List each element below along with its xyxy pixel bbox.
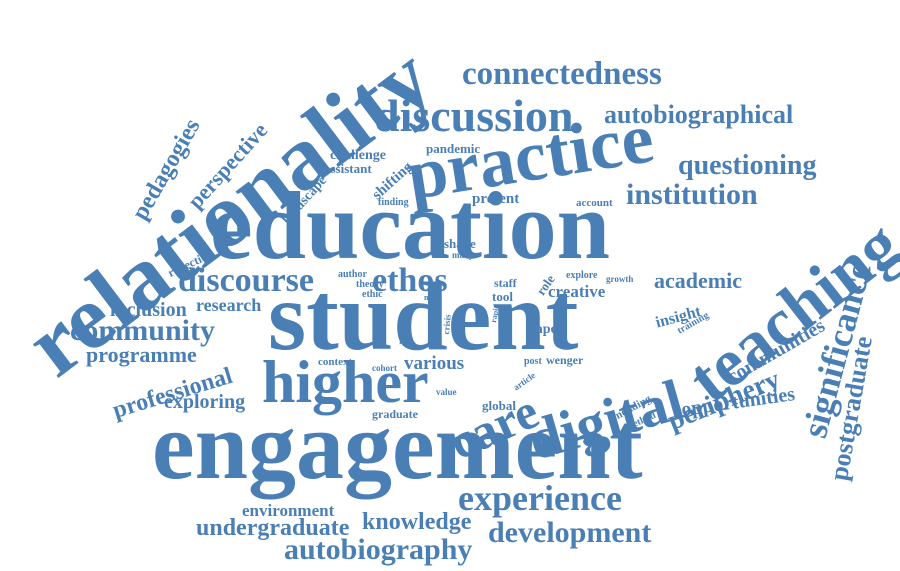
- word-many: many: [452, 250, 474, 260]
- word-academic: academic: [654, 268, 742, 293]
- word-post: post: [524, 356, 542, 367]
- word-development: development: [488, 516, 652, 549]
- word-discussion: discussion: [374, 90, 574, 141]
- word-undergraduate: undergraduate: [196, 515, 350, 541]
- word-account: account: [576, 197, 613, 209]
- word-graduate: graduate: [372, 407, 418, 421]
- word-inclusion: inclusion: [110, 299, 187, 321]
- word-ethos: ethos: [372, 262, 448, 299]
- word-explore: explore: [566, 270, 598, 281]
- word-value: value: [436, 387, 457, 397]
- word-present: present: [472, 191, 520, 207]
- word-exploring: exploring: [164, 391, 246, 413]
- word-global: global: [482, 398, 516, 413]
- word-more: more: [424, 293, 442, 302]
- word-institution: institution: [626, 178, 758, 211]
- word-education: education: [210, 172, 611, 279]
- word-autobiography: autobiography: [284, 533, 473, 566]
- word-various: various: [404, 353, 465, 374]
- word-author: author: [338, 269, 367, 280]
- word-finding: finding: [378, 197, 409, 208]
- word-engagement: engagement: [152, 392, 643, 499]
- word-environment: environment: [242, 501, 335, 520]
- word-assistant: assistant: [324, 161, 372, 176]
- word-community: community: [70, 314, 215, 347]
- word-crisis: crisis: [441, 313, 453, 335]
- word-experience: experience: [458, 478, 622, 518]
- word-programme: programme: [86, 342, 197, 367]
- word-higher: higher: [262, 349, 429, 415]
- word-autobiographical: autobiographical: [604, 100, 794, 129]
- word-connectedness: connectedness: [462, 56, 662, 92]
- word-staff: staff: [494, 276, 517, 290]
- word-growth: growth: [606, 274, 634, 284]
- word-pandemic: pandemic: [426, 141, 481, 156]
- word-ethic: ethic: [362, 289, 383, 300]
- word-questioning: questioning: [678, 150, 817, 181]
- word-wenger: wenger: [546, 353, 584, 367]
- word-creative: creative: [548, 282, 606, 301]
- word-paper: paper: [528, 322, 563, 337]
- word-context: context: [318, 356, 353, 368]
- word-cohort: cohort: [372, 363, 397, 373]
- word-discourse: discourse: [178, 262, 314, 299]
- word-student: student: [268, 263, 579, 371]
- word-voice: voice: [395, 313, 413, 346]
- word-tool: tool: [492, 289, 513, 304]
- word-challenge: challenge: [330, 148, 386, 163]
- word-shape: shape: [444, 236, 476, 251]
- word-research: research: [196, 295, 262, 315]
- word-theory: theory: [356, 279, 384, 290]
- word-knowledge: knowledge: [362, 509, 472, 535]
